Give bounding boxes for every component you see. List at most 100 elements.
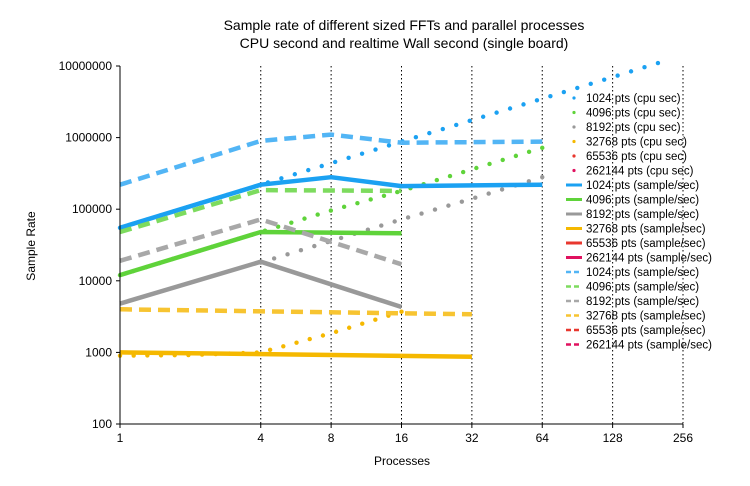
y-axis-label: Sample Rate <box>24 211 38 281</box>
legend-label: 262144 pts (sample/sec) <box>586 340 712 352</box>
series-dot <box>332 159 338 165</box>
series-line <box>119 132 543 187</box>
series-dot <box>306 167 311 173</box>
series-dot <box>289 220 294 225</box>
series-dot <box>460 169 466 175</box>
series-dot <box>338 235 344 241</box>
legend-label: 65536 pts (sample/sec) <box>586 238 706 250</box>
series-dot <box>534 98 540 103</box>
y-tick-label: 10000 <box>79 274 113 288</box>
legend-label: 32768 pts (sample/sec) <box>586 224 706 236</box>
series-dot <box>454 122 459 128</box>
legend-marker <box>572 168 576 173</box>
series-dot <box>521 102 526 107</box>
y-tick-label: 100000 <box>72 202 112 216</box>
series-dot <box>379 223 384 228</box>
series-dot <box>432 207 438 212</box>
series-dot <box>447 173 453 179</box>
series-line <box>119 350 472 359</box>
x-tick-label: 1 <box>117 431 124 445</box>
series-dot <box>373 317 378 322</box>
series-dot <box>346 325 352 330</box>
y-tick-label: 1000 <box>85 345 112 359</box>
series-dot <box>298 248 304 253</box>
legend-marker <box>572 154 576 158</box>
legend-marker <box>572 110 576 115</box>
series-dot <box>392 219 397 224</box>
legend-label: 32768 pts (cpu sec) <box>586 137 687 149</box>
series-dot <box>615 73 620 78</box>
series-dot <box>601 77 607 82</box>
series-dot <box>271 256 277 261</box>
series-dot <box>405 215 411 220</box>
series-dot <box>440 126 445 132</box>
series-dot <box>487 161 492 167</box>
series-dot <box>540 174 545 180</box>
legend-label: 4096 pts (cpu sec) <box>586 108 681 120</box>
y-tick-label: 10000000 <box>59 59 113 73</box>
legend-label: 262144 pts (cpu sec) <box>586 166 694 178</box>
series-dot <box>346 155 351 160</box>
series-dot <box>267 347 273 353</box>
series-dot <box>480 114 486 119</box>
series-dot <box>307 336 312 342</box>
legend-marker <box>572 139 576 144</box>
series-dot <box>315 212 320 217</box>
series-dot <box>312 243 317 249</box>
series-dot <box>507 106 513 111</box>
series-line <box>119 259 403 310</box>
series-dot <box>360 321 365 326</box>
series-dot <box>319 163 324 169</box>
legend-label: 4096 pts (sample/sec) <box>586 282 699 294</box>
series-dot <box>540 145 545 151</box>
series-dot <box>285 252 290 257</box>
x-tick-label: 32 <box>465 431 479 445</box>
series-dot <box>359 151 365 156</box>
x-tick-label: 256 <box>673 431 693 445</box>
series-dot <box>395 189 400 195</box>
legend-label: 8192 pts (sample/sec) <box>586 296 699 308</box>
series-dot <box>427 130 432 136</box>
series-dot <box>279 176 284 181</box>
series-dot <box>368 197 373 202</box>
series-line <box>119 307 472 317</box>
chart-title-line-1: Sample rate of different sized FFTs and … <box>224 17 585 33</box>
series-dot <box>473 195 478 200</box>
legend-marker <box>572 96 576 100</box>
x-tick-label: 16 <box>395 431 409 445</box>
series-dot <box>302 216 307 221</box>
y-tick-label: 100 <box>92 417 112 431</box>
series-dot <box>500 157 505 163</box>
series-dot <box>474 165 479 171</box>
series-dot <box>292 172 298 177</box>
series-dot <box>320 333 326 338</box>
series-line <box>119 187 402 235</box>
legend-label: 32768 pts (sample/sec) <box>586 311 706 323</box>
legend-label: 8192 pts (cpu sec) <box>586 122 681 134</box>
x-tick-label: 128 <box>603 431 623 445</box>
series-dot <box>575 85 580 91</box>
legend-label: 1024 pts (cpu sec) <box>586 93 681 105</box>
series-dot <box>459 199 465 204</box>
series-dot <box>328 208 334 213</box>
series-line <box>119 174 543 230</box>
series-dot <box>494 110 499 115</box>
series-dot <box>526 179 532 184</box>
x-tick-label: 8 <box>328 431 335 445</box>
series-dot <box>333 329 339 334</box>
y-tick-label: 1000000 <box>65 131 112 145</box>
series-line <box>119 229 402 278</box>
series-dot <box>419 211 424 216</box>
series-dot <box>386 143 392 148</box>
series-dot <box>275 224 281 229</box>
legend-marker <box>572 125 576 129</box>
series-dot <box>341 204 347 210</box>
chart-title-line-2: CPU second and realtime Wall second (sin… <box>240 35 569 51</box>
series-dot <box>381 193 387 198</box>
series-dot <box>548 93 553 99</box>
series-dot <box>434 177 440 183</box>
series-dot <box>513 153 519 159</box>
legend: 1024 pts (cpu sec) 4096 pts (cpu sec) 8192… <box>566 93 712 352</box>
series-dot <box>642 65 647 70</box>
